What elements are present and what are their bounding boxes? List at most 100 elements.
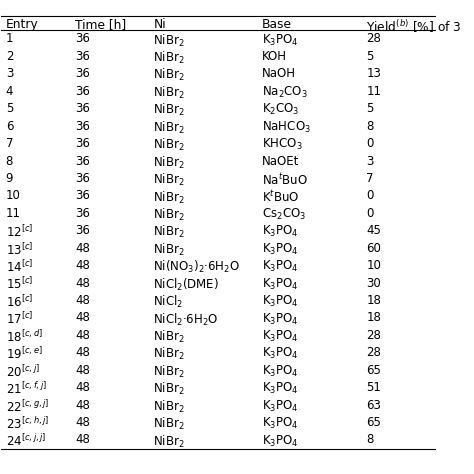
Text: 18$^{[c,d]}$: 18$^{[c,d]}$ <box>6 329 43 345</box>
Text: 1: 1 <box>6 33 13 46</box>
Text: 60: 60 <box>366 242 381 255</box>
Text: 45: 45 <box>366 224 381 237</box>
Text: 2: 2 <box>6 50 13 63</box>
Text: 36: 36 <box>75 119 90 133</box>
Text: NiBr$_2$: NiBr$_2$ <box>154 416 185 432</box>
Text: NiBr$_2$: NiBr$_2$ <box>154 119 185 136</box>
Text: 10: 10 <box>6 190 20 202</box>
Text: K$_3$PO$_4$: K$_3$PO$_4$ <box>262 33 299 47</box>
Text: 36: 36 <box>75 50 90 63</box>
Text: NiBr$_2$: NiBr$_2$ <box>154 346 185 363</box>
Text: NiBr$_2$: NiBr$_2$ <box>154 434 185 450</box>
Text: 36: 36 <box>75 172 90 185</box>
Text: 18: 18 <box>366 311 381 325</box>
Text: Time [h]: Time [h] <box>75 18 127 31</box>
Text: 11: 11 <box>6 207 21 220</box>
Text: 9: 9 <box>6 172 13 185</box>
Text: Na$_2$CO$_3$: Na$_2$CO$_3$ <box>262 85 308 100</box>
Text: K$_3$PO$_4$: K$_3$PO$_4$ <box>262 224 299 239</box>
Text: 19$^{[c,e]}$: 19$^{[c,e]}$ <box>6 346 42 362</box>
Text: 30: 30 <box>366 277 381 290</box>
Text: NiBr$_2$: NiBr$_2$ <box>154 399 185 415</box>
Text: 24$^{[c,j,j]}$: 24$^{[c,j,j]}$ <box>6 434 46 449</box>
Text: 12$^{[c]}$: 12$^{[c]}$ <box>6 224 33 240</box>
Text: Base: Base <box>262 18 292 31</box>
Text: 8: 8 <box>366 119 374 133</box>
Text: 36: 36 <box>75 155 90 167</box>
Text: 7: 7 <box>6 137 13 150</box>
Text: 48: 48 <box>75 434 90 447</box>
Text: 36: 36 <box>75 190 90 202</box>
Text: 48: 48 <box>75 259 90 272</box>
Text: 3: 3 <box>6 67 13 81</box>
Text: 16$^{[c]}$: 16$^{[c]}$ <box>6 294 33 310</box>
Text: 0: 0 <box>366 137 374 150</box>
Text: K$_3$PO$_4$: K$_3$PO$_4$ <box>262 294 299 309</box>
Text: 18: 18 <box>366 294 381 307</box>
Text: 17$^{[c]}$: 17$^{[c]}$ <box>6 311 33 328</box>
Text: NiBr$_2$: NiBr$_2$ <box>154 33 185 49</box>
Text: NiCl$_2$: NiCl$_2$ <box>154 294 183 310</box>
Text: K$_3$PO$_4$: K$_3$PO$_4$ <box>262 434 299 448</box>
Text: NiBr$_2$: NiBr$_2$ <box>154 85 185 101</box>
Text: 14$^{[c]}$: 14$^{[c]}$ <box>6 259 33 275</box>
Text: 48: 48 <box>75 416 90 429</box>
Text: NiCl$_2$·6H$_2$O: NiCl$_2$·6H$_2$O <box>154 311 219 328</box>
Text: K$_3$PO$_4$: K$_3$PO$_4$ <box>262 329 299 344</box>
Text: 5: 5 <box>366 50 374 63</box>
Text: Na$^t$BuO: Na$^t$BuO <box>262 172 308 188</box>
Text: 48: 48 <box>75 242 90 255</box>
Text: 8: 8 <box>6 155 13 167</box>
Text: 63: 63 <box>366 399 381 411</box>
Text: 36: 36 <box>75 67 90 81</box>
Text: K$^t$BuO: K$^t$BuO <box>262 190 300 205</box>
Text: 48: 48 <box>75 381 90 394</box>
Text: 3: 3 <box>366 155 374 167</box>
Text: NiBr$_2$: NiBr$_2$ <box>154 155 185 171</box>
Text: 36: 36 <box>75 102 90 115</box>
Text: NiBr$_2$: NiBr$_2$ <box>154 207 185 223</box>
Text: NiBr$_2$: NiBr$_2$ <box>154 190 185 206</box>
Text: 15$^{[c]}$: 15$^{[c]}$ <box>6 277 33 292</box>
Text: KHCO$_3$: KHCO$_3$ <box>262 137 302 152</box>
Text: 13: 13 <box>366 67 381 81</box>
Text: 36: 36 <box>75 137 90 150</box>
Text: 48: 48 <box>75 329 90 342</box>
Text: 36: 36 <box>75 85 90 98</box>
Text: NiBr$_2$: NiBr$_2$ <box>154 50 185 66</box>
Text: K$_2$CO$_3$: K$_2$CO$_3$ <box>262 102 300 118</box>
Text: 0: 0 <box>366 190 374 202</box>
Text: 36: 36 <box>75 33 90 46</box>
Text: 4: 4 <box>6 85 13 98</box>
Text: 65: 65 <box>366 416 381 429</box>
Text: 23$^{[c,h,j]}$: 23$^{[c,h,j]}$ <box>6 416 49 432</box>
Text: K$_3$PO$_4$: K$_3$PO$_4$ <box>262 381 299 396</box>
Text: NiBr$_2$: NiBr$_2$ <box>154 224 185 240</box>
Text: 48: 48 <box>75 294 90 307</box>
Text: 11: 11 <box>366 85 381 98</box>
Text: Cs$_2$CO$_3$: Cs$_2$CO$_3$ <box>262 207 306 222</box>
Text: 28: 28 <box>366 346 381 359</box>
Text: 36: 36 <box>75 207 90 220</box>
Text: 0: 0 <box>366 207 374 220</box>
Text: 5: 5 <box>366 102 374 115</box>
Text: 48: 48 <box>75 399 90 411</box>
Text: 48: 48 <box>75 346 90 359</box>
Text: NaHCO$_3$: NaHCO$_3$ <box>262 119 311 135</box>
Text: 7: 7 <box>366 172 374 185</box>
Text: 13$^{[c]}$: 13$^{[c]}$ <box>6 242 33 257</box>
Text: 51: 51 <box>366 381 381 394</box>
Text: NaOEt: NaOEt <box>262 155 300 167</box>
Text: NiBr$_2$: NiBr$_2$ <box>154 172 185 188</box>
Text: 48: 48 <box>75 277 90 290</box>
Text: 65: 65 <box>366 364 381 377</box>
Text: 36: 36 <box>75 224 90 237</box>
Text: 28: 28 <box>366 329 381 342</box>
Text: NaOH: NaOH <box>262 67 296 81</box>
Text: K$_3$PO$_4$: K$_3$PO$_4$ <box>262 416 299 431</box>
Text: Ni: Ni <box>154 18 166 31</box>
Text: K$_3$PO$_4$: K$_3$PO$_4$ <box>262 364 299 379</box>
Text: K$_3$PO$_4$: K$_3$PO$_4$ <box>262 277 299 292</box>
Text: NiBr$_2$: NiBr$_2$ <box>154 364 185 380</box>
Text: 10: 10 <box>366 259 381 272</box>
